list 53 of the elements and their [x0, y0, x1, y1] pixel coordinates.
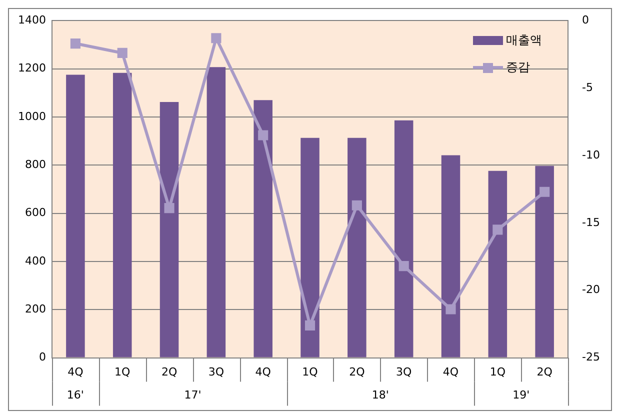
- bar: [66, 74, 85, 358]
- point: [492, 224, 503, 235]
- x-tick-label: 1Q: [302, 365, 318, 378]
- y2-tick-label: -20: [582, 283, 600, 296]
- bar: [254, 100, 272, 358]
- y2-tick-label: -25: [582, 350, 600, 364]
- y2-tick-label: -10: [582, 148, 600, 162]
- x-tick-label: 4Q: [442, 365, 459, 378]
- x-tick-label: 3Q: [396, 365, 412, 378]
- point: [304, 320, 316, 330]
- legend-label: 매출액: [506, 32, 542, 49]
- y-tick-label: 600: [24, 206, 46, 220]
- x-tick-label: 2Q: [349, 365, 366, 378]
- y2-tick-label: 0: [582, 13, 590, 26]
- x-tick-label: 2Q: [536, 365, 553, 378]
- bar: [206, 67, 226, 358]
- x-tick-label: 4Q: [255, 365, 272, 378]
- bar: [394, 120, 414, 358]
- bar: [112, 72, 132, 358]
- point: [70, 38, 80, 49]
- point: [117, 48, 128, 58]
- x-tick-label: 2Q: [161, 365, 178, 378]
- point: [258, 130, 268, 140]
- y2-tick-label: -5: [582, 80, 594, 94]
- bar: [348, 138, 366, 358]
- y-tick-label: 800: [24, 158, 46, 171]
- y-tick-label: 1400: [18, 13, 46, 26]
- y-tick-label: 400: [24, 254, 46, 268]
- x-tick-label: 1Q: [114, 365, 131, 378]
- y2-tick-label: -15: [582, 216, 600, 229]
- text: 16': [66, 388, 84, 402]
- x-tick-label: 3Q: [208, 365, 224, 378]
- point: [352, 200, 362, 210]
- text: 18': [372, 388, 389, 402]
- y-tick-label: 200: [24, 302, 46, 316]
- x-tick-label: 4Q: [68, 365, 84, 378]
- x-tick-label: 1Q: [490, 365, 506, 378]
- y-tick-label: 1000: [18, 110, 46, 123]
- text: 19': [512, 388, 530, 402]
- bar: [160, 102, 179, 358]
- y-tick-label: 1200: [18, 62, 46, 75]
- point: [540, 186, 550, 197]
- legend-label: 증감: [506, 59, 530, 76]
- y-tick-label: 0: [38, 350, 46, 364]
- point: [398, 261, 409, 272]
- bar: [441, 155, 460, 358]
- bar: [488, 170, 508, 358]
- point: [446, 304, 456, 314]
- point: [211, 33, 222, 44]
- text: 17': [184, 388, 202, 402]
- bar: [535, 166, 554, 358]
- point: [164, 203, 174, 214]
- bar: [300, 138, 320, 358]
